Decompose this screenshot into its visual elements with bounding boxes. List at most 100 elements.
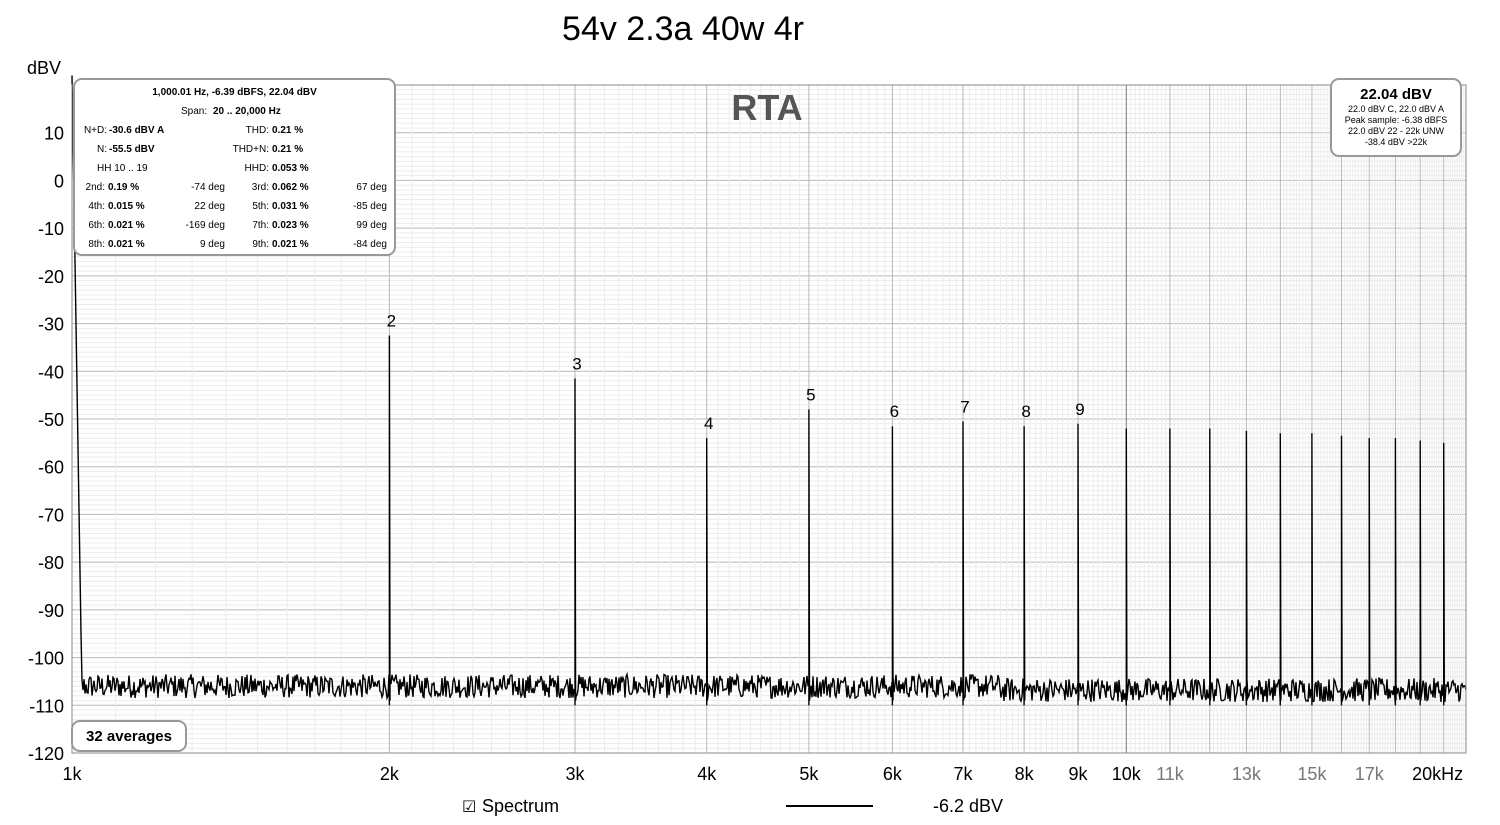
x-tick-label: 9k — [1069, 764, 1089, 784]
y-tick-label: -120 — [28, 744, 64, 764]
harmonic-label: 9 — [1075, 400, 1084, 419]
plot-frame — [71, 84, 1467, 754]
harmonic-label: 2nd: — [85, 182, 105, 193]
level-line: 22.0 dBV C, 22.0 dBV A — [1347, 104, 1445, 114]
harmonic-percent: 0.19 % — [108, 182, 140, 193]
stats-header: 1,000.01 Hz, -6.39 dBFS, 22.04 dBV — [152, 87, 317, 98]
y-axis-label: dBV — [27, 58, 61, 78]
harmonic-label: 2 — [387, 312, 396, 331]
y-tick-label: -100 — [28, 649, 64, 669]
thd-label: THD: — [245, 125, 269, 136]
legend-line-swatch — [786, 805, 873, 807]
level-line: Peak sample: -6.38 dBFS — [1344, 115, 1448, 125]
harmonic-label: 6 — [890, 402, 899, 421]
y-tick-label: -80 — [38, 553, 64, 573]
legend-series-level: -6.2 dBV — [933, 796, 1004, 816]
x-tick-label: 7k — [953, 764, 973, 784]
thdn-value: 0.21 % — [272, 144, 304, 155]
hh-label: HH 10 .. 19 — [97, 163, 148, 174]
level-value: 22.04 dBV — [1360, 86, 1432, 103]
y-tick-label: -70 — [38, 505, 64, 525]
harmonic-label: 4th: — [88, 201, 105, 212]
x-tick-label: 1k — [62, 764, 82, 784]
level-line: -38.4 dBV >22k — [1364, 137, 1428, 147]
hhd-label: HHD: — [244, 163, 269, 174]
x-tick-label: 6k — [883, 764, 903, 784]
harmonic-label: 3 — [572, 354, 581, 373]
x-tick-label: 8k — [1015, 764, 1035, 784]
harmonic-phase: 99 deg — [356, 220, 387, 231]
chart-title: 54v 2.3a 40w 4r — [562, 10, 804, 48]
harmonic-label: 9th: — [252, 239, 269, 250]
harmonic-phase: 9 deg — [199, 239, 225, 250]
harmonic-percent: 0.021 % — [108, 220, 145, 231]
x-tick-label: 5k — [799, 764, 819, 784]
harmonic-percent: 0.062 % — [272, 182, 309, 193]
y-tick-label: -50 — [38, 410, 64, 430]
harmonic-phase: -85 deg — [353, 201, 387, 212]
spectrum-trace — [71, 75, 1467, 706]
harmonic-row: 8th: 0.021 % 9 deg 9th: 0.021 % -84 deg — [75, 235, 394, 254]
level-meter-panel[interactable]: 22.04 dBV 22.0 dBV C, 22.0 dBV A Peak sa… — [1330, 78, 1462, 157]
harmonic-phase: 67 deg — [356, 182, 387, 193]
nd-value: -30.6 dBV A — [109, 125, 165, 136]
harmonic-label: 5th: — [252, 201, 269, 212]
x-tick-label: 20kHz — [1412, 764, 1463, 784]
harmonic-percent: 0.021 % — [108, 239, 145, 250]
y-tick-label: 10 — [44, 124, 64, 144]
legend: ☑ Spectrum -6.2 dBV — [460, 795, 1060, 819]
x-tick-label: 4k — [697, 764, 717, 784]
harmonic-percent: 0.015 % — [108, 201, 145, 212]
harmonic-marker-layer: 2 3 4 5 6 7 8 9 — [387, 312, 1085, 434]
legend-series-name[interactable]: Spectrum — [482, 796, 560, 816]
level-line: 22.0 dBV 22 - 22k UNW — [1347, 126, 1445, 136]
harmonic-row: 2nd: 0.19 % -74 deg 3rd: 0.062 % 67 deg — [75, 178, 394, 197]
harmonic-label: 8 — [1021, 402, 1030, 421]
x-tick-label: 13k — [1232, 764, 1262, 784]
averages-badge[interactable]: 32 averages — [71, 720, 187, 752]
harmonic-label: 3rd: — [251, 182, 269, 193]
span-label: Span: — [181, 106, 208, 117]
harmonic-label: 8th: — [88, 239, 105, 250]
harmonic-percent: 0.021 % — [272, 239, 309, 250]
y-tick-label: -40 — [38, 362, 64, 382]
harmonic-label: 7th: — [252, 220, 269, 231]
harmonic-label: 6th: — [88, 220, 105, 231]
spectrum-checkbox[interactable]: ☑ — [462, 799, 477, 816]
harmonic-label: 7 — [960, 397, 969, 416]
x-tick-label: 2k — [380, 764, 400, 784]
harmonic-percent: 0.023 % — [272, 220, 309, 231]
nd-label: N+D: — [83, 125, 107, 136]
n-label: N: — [97, 144, 107, 155]
n-value: -55.5 dBV — [109, 144, 155, 155]
y-tick-label: 0 — [54, 171, 64, 191]
x-tick-label: 15k — [1297, 764, 1327, 784]
y-tick-label: -30 — [38, 315, 64, 335]
harmonic-row: 4th: 0.015 % 22 deg 5th: 0.031 % -85 deg — [75, 197, 394, 216]
y-tick-label: -90 — [38, 601, 64, 621]
harmonic-phase: 22 deg — [194, 201, 225, 212]
trace-layer — [71, 75, 1467, 706]
harmonic-row: 6th: 0.021 % -169 deg 7th: 0.023 % 99 de… — [75, 216, 394, 235]
y-tick-label: -20 — [38, 267, 64, 287]
x-tick-label: 3k — [566, 764, 586, 784]
span-value: 20 .. 20,000 Hz — [213, 106, 281, 117]
y-tick-label: -60 — [38, 458, 64, 478]
distortion-stats-panel[interactable]: 1,000.01 Hz, -6.39 dBFS, 22.04 dBV Span:… — [73, 78, 396, 256]
x-tick-label: 11k — [1156, 764, 1185, 784]
axis-layer: 10 0 -10 -20 -30 -40 -50 -60 -70 -80 -90 -100 -110 -1… — [28, 124, 1463, 784]
harmonic-label: 4 — [704, 414, 713, 433]
rta-watermark: RTA — [731, 87, 802, 128]
y-tick-label: -110 — [29, 696, 64, 716]
harmonic-label: 5 — [806, 385, 815, 404]
y-tick-label: -10 — [38, 219, 64, 239]
harmonic-phase: -169 deg — [185, 220, 225, 231]
harmonic-phase: -74 deg — [191, 182, 225, 193]
x-tick-label: 17k — [1355, 764, 1385, 784]
harmonic-percent: 0.031 % — [272, 201, 309, 212]
thd-value: 0.21 % — [272, 125, 304, 136]
x-tick-label: 10k — [1112, 764, 1142, 784]
thdn-label: THD+N: — [232, 144, 269, 155]
hhd-value: 0.053 % — [272, 163, 309, 174]
harmonic-phase: -84 deg — [353, 239, 387, 250]
